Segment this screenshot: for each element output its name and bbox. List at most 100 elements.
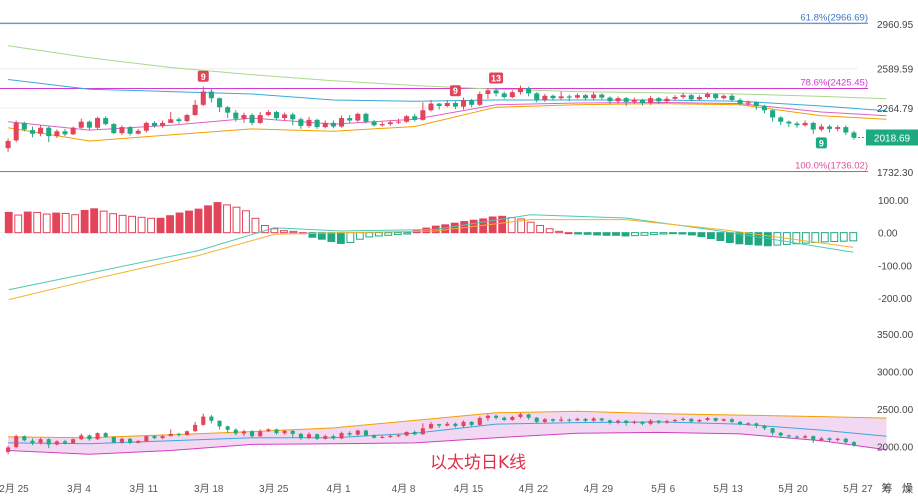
macd-bar bbox=[374, 232, 383, 237]
candle-body bbox=[135, 130, 141, 134]
mini-candle bbox=[583, 418, 588, 423]
mini-candle-body bbox=[697, 419, 702, 422]
mini-candle bbox=[160, 434, 165, 440]
mini-candle bbox=[71, 438, 76, 444]
mini-candle bbox=[827, 437, 832, 443]
candle bbox=[721, 94, 727, 100]
mini-candle bbox=[193, 421, 198, 432]
td-marker-box bbox=[197, 70, 209, 82]
candle bbox=[696, 95, 702, 101]
mini-candle-body bbox=[607, 420, 612, 423]
moving-average-line bbox=[8, 103, 887, 142]
mini-candle-body bbox=[372, 435, 377, 438]
mini-candle bbox=[697, 418, 702, 423]
mini-candle bbox=[835, 437, 840, 442]
candle-body bbox=[721, 95, 727, 99]
candle bbox=[835, 125, 841, 132]
mini-candle-body bbox=[453, 423, 458, 426]
candle-body bbox=[176, 119, 182, 122]
mini-candle-body bbox=[306, 434, 312, 439]
lower-y-tick-label: 2000.00 bbox=[877, 443, 914, 454]
mini-candle bbox=[404, 431, 409, 437]
macd-bar bbox=[242, 210, 250, 234]
candle bbox=[770, 109, 776, 122]
candle bbox=[5, 138, 11, 152]
macd-bar bbox=[811, 232, 820, 243]
candle-body bbox=[151, 122, 157, 126]
macd-bar bbox=[71, 214, 80, 234]
candle bbox=[745, 100, 751, 107]
candle-body bbox=[339, 118, 345, 127]
candle-body bbox=[62, 131, 68, 135]
candle bbox=[119, 125, 125, 135]
candle bbox=[135, 128, 141, 135]
mini-candle bbox=[786, 434, 791, 439]
candle-body bbox=[13, 122, 19, 141]
mini-candle bbox=[323, 434, 328, 440]
x-tick-label: 5月 6 bbox=[651, 483, 675, 495]
mini-candle-body bbox=[184, 431, 190, 436]
x-tick-label: 3月 11 bbox=[129, 483, 158, 495]
macd-bar bbox=[422, 227, 431, 234]
mini-candle bbox=[762, 424, 767, 431]
macd-bar bbox=[42, 213, 51, 234]
mini-candle bbox=[46, 438, 51, 449]
candle-body bbox=[168, 119, 174, 123]
macd-bar bbox=[602, 232, 611, 236]
candle-body bbox=[485, 90, 491, 94]
candle bbox=[363, 112, 369, 124]
mini-candle bbox=[412, 430, 417, 436]
mini-candle-body bbox=[705, 418, 710, 420]
macd-bar bbox=[754, 232, 763, 246]
candle bbox=[778, 116, 784, 126]
candle bbox=[526, 86, 532, 97]
mini-candle bbox=[225, 425, 230, 434]
mini-candle-body bbox=[664, 421, 669, 423]
fib-label: 61.8%(2966.69) bbox=[800, 12, 868, 23]
macd-bar bbox=[744, 232, 753, 245]
candle-body bbox=[298, 119, 304, 126]
mini-candle-body bbox=[71, 439, 76, 444]
candle-body bbox=[330, 122, 336, 127]
mini-candle-body bbox=[494, 415, 499, 418]
candle-body bbox=[696, 96, 702, 100]
candle bbox=[705, 92, 711, 99]
current-price-tag bbox=[866, 129, 918, 146]
candle bbox=[160, 120, 166, 128]
mini-candle-body bbox=[79, 435, 84, 440]
candle bbox=[371, 119, 377, 127]
macd-bar bbox=[270, 228, 279, 234]
candle-body bbox=[599, 94, 605, 98]
candle bbox=[509, 90, 515, 99]
macd-bar bbox=[593, 232, 601, 236]
td-marker-label: 9 bbox=[201, 72, 206, 82]
candle bbox=[86, 120, 92, 131]
candle-body bbox=[648, 98, 654, 104]
x-tick-label: 3月 4 bbox=[67, 483, 91, 495]
mini-candle-body bbox=[762, 425, 767, 429]
mini-candle bbox=[274, 428, 279, 435]
macd-bar bbox=[555, 230, 564, 234]
candle bbox=[192, 100, 198, 116]
macd-y-tick-label: 100.00 bbox=[878, 196, 909, 207]
candle bbox=[452, 101, 458, 110]
candle bbox=[200, 86, 206, 107]
mini-candle-body bbox=[681, 418, 686, 420]
mini-candle bbox=[542, 418, 547, 423]
mini-candle-body bbox=[282, 430, 287, 434]
candle-body bbox=[566, 96, 572, 98]
candle bbox=[298, 117, 304, 129]
macd-bar bbox=[678, 232, 687, 235]
mini-candle bbox=[721, 418, 726, 422]
mini-candle bbox=[14, 434, 19, 449]
candle-body bbox=[119, 127, 125, 134]
mini-candle-body bbox=[315, 434, 320, 439]
mini-candle bbox=[575, 417, 580, 422]
macd-bar bbox=[99, 210, 108, 234]
macd-bar bbox=[166, 215, 174, 234]
candle bbox=[574, 93, 580, 99]
macd-bar bbox=[707, 232, 715, 240]
mini-candle-body bbox=[347, 433, 352, 435]
x-tick-label: 4月 15 bbox=[454, 483, 484, 495]
lower-kline-panel bbox=[6, 410, 887, 455]
